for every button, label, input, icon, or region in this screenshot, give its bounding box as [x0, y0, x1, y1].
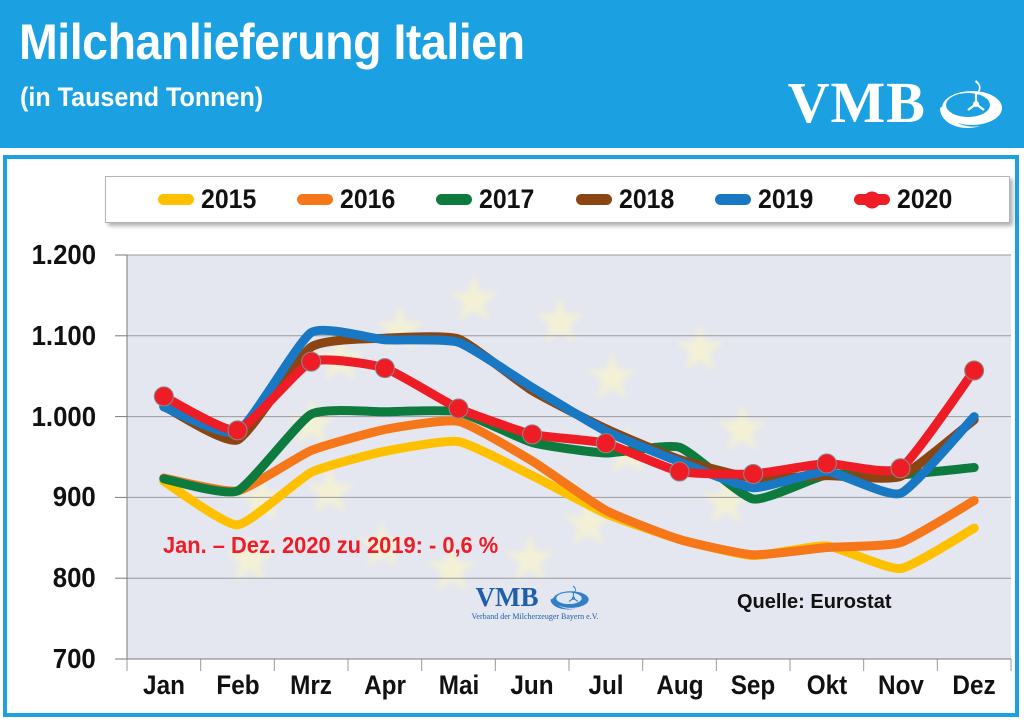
legend-label-2015: 2015: [201, 184, 257, 214]
vmb-watermark: VMB Verband der Milcherzeuger Bayern e.V…: [450, 583, 620, 629]
series-2019: [159, 325, 979, 499]
page-title: Milchanlieferung Italien: [19, 14, 525, 70]
marker-2020-Dez: [964, 360, 985, 381]
y-tick-800: 800: [53, 562, 96, 594]
x-tick-Mrz: Mrz: [290, 670, 333, 700]
star-icon-1: [449, 274, 499, 321]
star-icon-8: [357, 520, 407, 567]
star-icon-2: [535, 296, 585, 343]
marker-2020-Aug: [669, 461, 690, 482]
marker-2020-Mrz: [301, 351, 322, 372]
y-tick-700: 700: [53, 643, 96, 674]
star-icon-3: [587, 352, 637, 399]
line-2016: [159, 416, 979, 560]
legend-item-2017[interactable]: 2017: [436, 186, 539, 213]
y-tick-1200: 1.200: [31, 239, 96, 270]
star-icon-16: [225, 534, 275, 581]
legend-swatch-2019: [714, 194, 751, 205]
legend-label-2018: 2018: [618, 184, 674, 214]
x-tick-Nov: Nov: [877, 670, 924, 700]
y-tick-900: 900: [53, 481, 96, 513]
marker-2020-Apr: [374, 358, 395, 379]
star-icon-6: [505, 534, 555, 581]
legend-label-2019: 2019: [757, 184, 813, 214]
x-tick-Mai: Mai: [438, 670, 479, 700]
x-tick-Sep: Sep: [730, 670, 776, 700]
x-tick-Okt: Okt: [806, 670, 848, 700]
legend-item-2015[interactable]: 2015: [158, 186, 261, 213]
x-tick-Aug: Aug: [655, 670, 704, 700]
chart-legend: 2015 2016 2017 2018 2019 2020: [105, 176, 1010, 223]
legend-item-2020[interactable]: 2020: [853, 184, 957, 214]
legend-item-2016[interactable]: 2016: [297, 186, 400, 213]
legend-swatch-2020: [853, 194, 890, 205]
source-label: Quelle: Eurostat: [737, 591, 892, 613]
y-axis-labels: 700 800 900 1.000 1.100 1.200: [0, 0, 110, 722]
marker-2020-Jul: [595, 433, 616, 454]
x-tick-Dez: Dez: [952, 670, 996, 700]
page-subtitle: (in Tausend Tonnen): [20, 82, 264, 112]
legend-swatch-2018: [575, 194, 612, 205]
y-tick-1100: 1.100: [31, 319, 96, 351]
vmb-logo-text: VMB: [787, 70, 926, 135]
star-icon-5: [563, 498, 613, 545]
star-icon-7: [427, 544, 477, 591]
legend-swatch-2015: [158, 194, 195, 205]
star-icon-13: [675, 324, 725, 371]
star-icon-9: [305, 466, 355, 513]
marker-2020-Feb: [227, 420, 248, 441]
x-tick-Jun: Jun: [510, 670, 554, 700]
marker-2020-Mai: [448, 398, 469, 419]
eu-stars-watermark: [225, 274, 767, 591]
legend-label-2017: 2017: [479, 184, 535, 214]
x-tick-Jul: Jul: [588, 670, 624, 700]
legend-item-2018[interactable]: 2018: [575, 184, 679, 214]
legend-swatch-2017: [436, 194, 473, 205]
line-2020: [159, 355, 979, 479]
series-2020: [153, 351, 985, 484]
marker-2020-Okt: [816, 453, 837, 474]
star-icon-15: [701, 476, 751, 523]
star-icon-10: [287, 398, 337, 445]
marker-2020-Sep: [743, 463, 764, 484]
watermark-drop-icon: [550, 585, 589, 610]
comparison-annotation: Jan. – Dez. 2020 zu 2019: - 0,6 %: [163, 532, 499, 558]
legend-label-2020: 2020: [896, 184, 952, 214]
watermark-subtitle: Verband der Milcherzeuger Bayern e.V.: [471, 612, 599, 621]
marker-2020-Jun: [522, 424, 543, 445]
page-header: Milchanlieferung Italien (in Tausend Ton…: [0, 0, 1024, 148]
star-icon-14: [717, 404, 767, 451]
legend-item-2019[interactable]: 2019: [714, 184, 818, 214]
x-tick-Apr: Apr: [363, 670, 406, 700]
legend-label-2016: 2016: [340, 184, 396, 214]
marker-2020-Jan: [153, 386, 174, 407]
legend-swatch-2016: [297, 194, 334, 205]
vmb-logo: VMB: [788, 74, 1006, 132]
x-tick-Jan: Jan: [142, 670, 185, 700]
watermark-text: VMB: [475, 581, 539, 612]
star-icon-0: [375, 304, 425, 351]
marker-2020-Nov: [890, 458, 911, 479]
line-2019: [159, 325, 979, 499]
y-tick-1000: 1.000: [31, 400, 96, 432]
series-2016: [159, 416, 979, 560]
vmb-milk-drop-icon: [932, 74, 1006, 132]
x-tick-Feb: Feb: [215, 670, 260, 700]
